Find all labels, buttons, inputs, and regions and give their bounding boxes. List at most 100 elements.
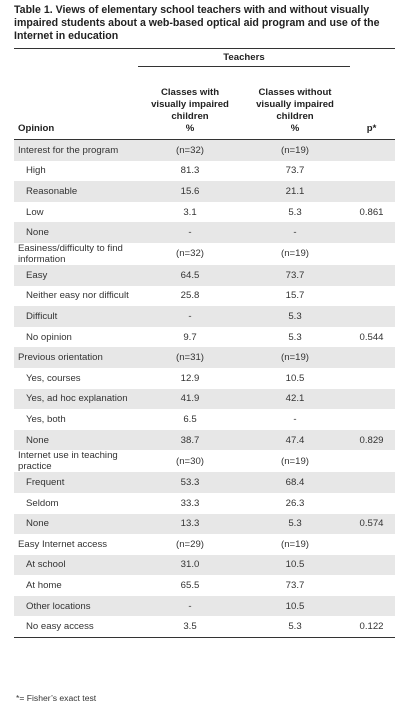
percent: 15.6: [138, 181, 242, 202]
table-row: Easy 64.5 73.7: [14, 264, 395, 286]
item-label: None: [14, 513, 138, 535]
table-row: Seldom 33.3 26.3: [14, 493, 395, 514]
percent: 13.3: [138, 513, 242, 535]
cell: [348, 181, 395, 202]
p-value: 0.829: [348, 429, 395, 451]
percent: -: [293, 413, 297, 425]
cell: [348, 306, 395, 327]
section-label: Previous orientation: [14, 347, 138, 368]
cell: [348, 534, 395, 555]
table-row: Other locations -10.5: [14, 595, 395, 617]
cell: [348, 264, 395, 286]
table: Teachers Opinion Classes with visually i…: [14, 48, 395, 639]
percent: 5.3: [242, 306, 348, 327]
table-row: Yes, courses 12.9 10.5: [14, 368, 395, 389]
table-row: None 38.7 47.4 0.829: [14, 429, 395, 451]
table-row: Frequent 53.3 68.4: [14, 472, 395, 493]
percent: 9.7: [183, 331, 197, 343]
section-label: Interest for the program: [14, 139, 138, 161]
cell: [348, 222, 395, 243]
cell: [348, 554, 395, 576]
item-label: None: [14, 429, 138, 451]
percent: 68.4: [242, 472, 348, 493]
percent: 64.5: [138, 264, 242, 286]
percent: 10.5: [242, 554, 348, 576]
cell: [348, 493, 395, 514]
percent: 26.3: [285, 497, 305, 509]
table-row: Difficult -5.3: [14, 306, 395, 327]
cell: [348, 409, 395, 430]
table-row: No opinion 9.7 5.3 0.544: [14, 327, 395, 348]
p-value: 0.574: [348, 513, 395, 535]
item-label: Yes, courses: [26, 372, 81, 384]
sample-size: (n=31): [138, 347, 242, 368]
cell: [348, 595, 395, 617]
cell: [348, 450, 395, 472]
percent: -: [242, 222, 348, 243]
item-label: High: [26, 165, 46, 177]
cell: [348, 575, 395, 596]
percent: 42.1: [242, 388, 348, 410]
cell: [348, 139, 395, 161]
item-label: Reasonable: [14, 181, 138, 202]
percent: 73.7: [285, 580, 305, 592]
cell: [348, 286, 395, 307]
percent: 3.1: [183, 206, 197, 218]
column-header-row: Opinion Classes with visually impaired c…: [14, 69, 395, 140]
group-header-row: Teachers: [14, 49, 395, 70]
item-label: No easy access: [26, 621, 94, 633]
percent: 21.1: [242, 181, 348, 202]
table-row: Yes, both 6.5 -: [14, 409, 395, 430]
table-row: High 81.3 73.7: [14, 161, 395, 182]
table-row: Low 3.1 5.3 0.861: [14, 202, 395, 223]
percent: 47.4: [242, 429, 348, 451]
item-label: Frequent: [14, 472, 138, 493]
percent: 73.7: [242, 264, 348, 286]
p-value: 0.122: [359, 621, 384, 633]
sample-size: (n=19): [281, 538, 309, 550]
table-body: Interest for the program (n=32) (n=19) High…: [14, 139, 395, 638]
item-label: Easy: [14, 264, 138, 286]
table-row: Previous orientation (n=31) (n=19): [14, 347, 395, 368]
cell: [348, 368, 395, 389]
footnote: *= Fisher’s exact test: [16, 693, 97, 703]
table-row: Reasonable 15.6 21.1: [14, 181, 395, 202]
percent: -: [138, 222, 242, 243]
column-header: Classes without visually impaired childr…: [242, 69, 348, 140]
sample-size: (n=30): [176, 455, 204, 467]
item-label: At home: [26, 580, 62, 592]
item-label: At school: [14, 554, 138, 576]
group-header: Teachers: [138, 49, 350, 70]
percent: 5.3: [288, 206, 302, 218]
table-title: Table 1. Views of elementary school teac…: [14, 4, 380, 42]
table-row: Easy Internet access (n=29) (n=19): [14, 534, 395, 555]
table-row: At home 65.5 73.7: [14, 575, 395, 596]
sample-size: (n=19): [281, 248, 309, 260]
cell: [348, 472, 395, 493]
sample-size: (n=19): [242, 347, 348, 368]
percent: 15.7: [285, 290, 305, 302]
cell: [348, 347, 395, 368]
percent: 73.7: [285, 165, 305, 177]
column-header: Opinion: [14, 69, 138, 140]
percent: 38.7: [138, 429, 242, 451]
percent: 10.5: [242, 595, 348, 617]
percent: -: [138, 595, 242, 617]
table-row: No easy access 3.5 5.3 0.122: [14, 616, 395, 637]
percent: 25.8: [180, 290, 200, 302]
percent: 31.0: [138, 554, 242, 576]
item-label: No opinion: [26, 331, 72, 343]
item-label: Yes, ad hoc explanation: [14, 388, 138, 410]
table-row: Interest for the program (n=32) (n=19): [14, 139, 395, 161]
cell: [348, 243, 395, 265]
table-row: Neither easy nor difficult 25.8 15.7: [14, 286, 395, 307]
table-row: Yes, ad hoc explanation 41.9 42.1: [14, 388, 395, 410]
percent: 6.5: [183, 413, 197, 425]
cell: [348, 161, 395, 182]
sample-size: (n=29): [176, 538, 204, 550]
percent: 33.3: [180, 497, 200, 509]
percent: 65.5: [180, 580, 200, 592]
percent: 3.5: [183, 621, 197, 633]
cell: [348, 388, 395, 410]
group-header-text: Teachers: [138, 52, 350, 67]
